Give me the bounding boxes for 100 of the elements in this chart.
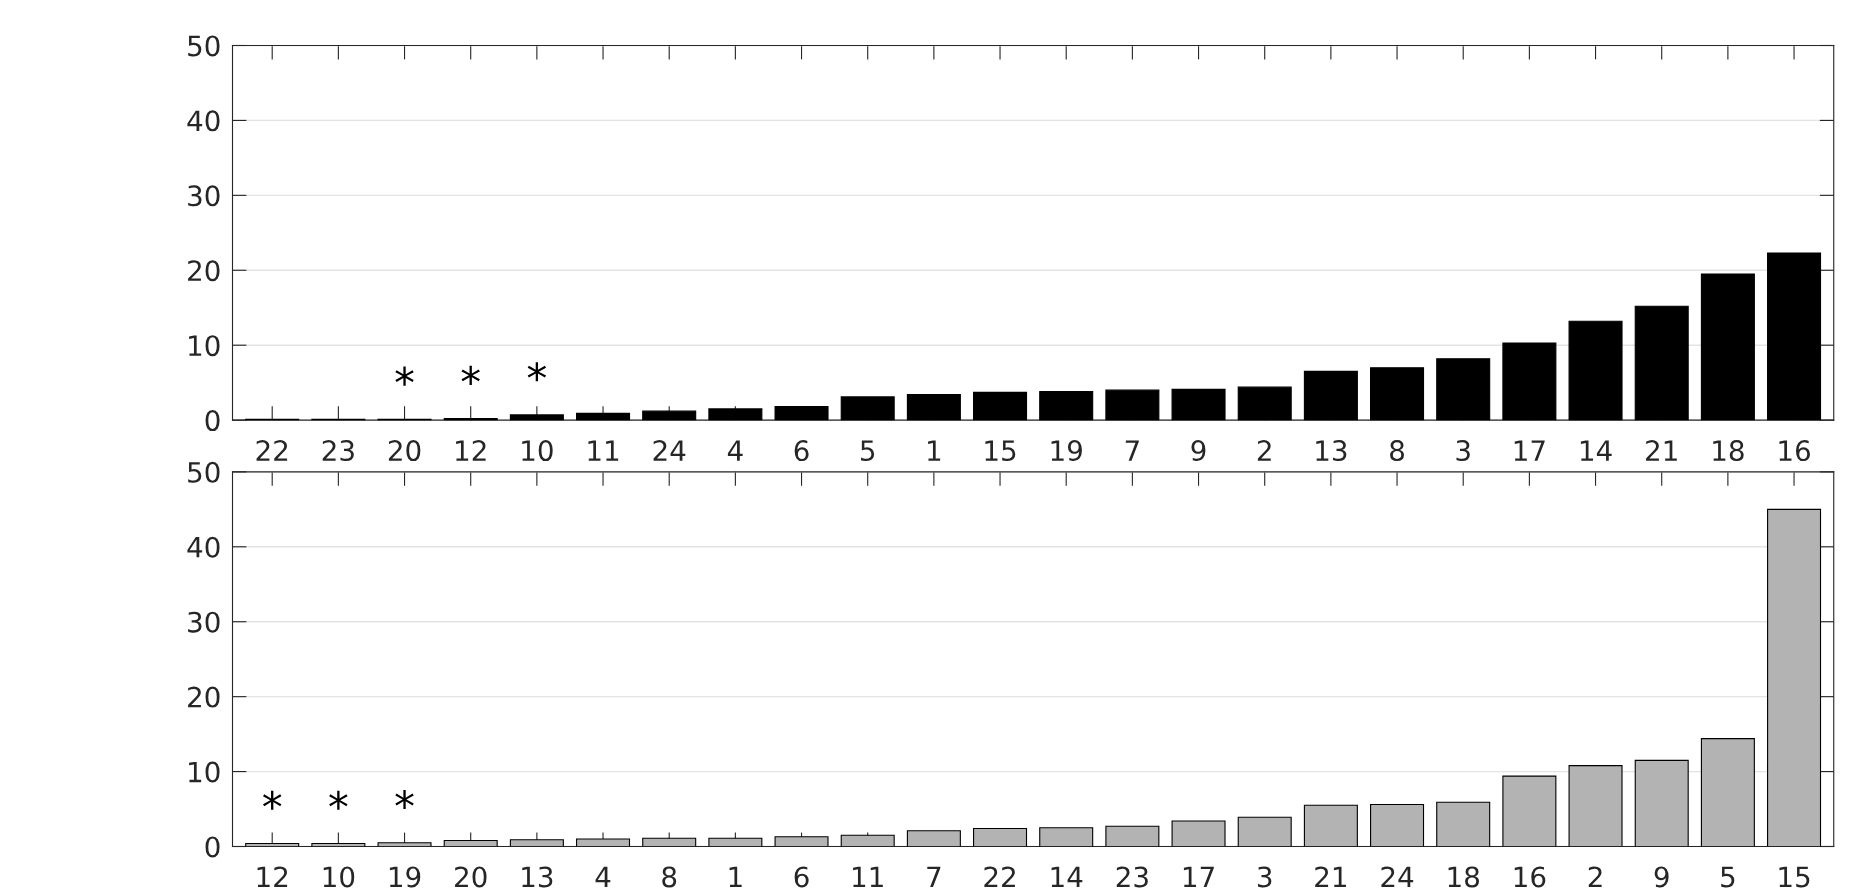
bar [1237,816,1292,847]
x-tick-label: 18 [1448,866,1479,888]
x-tick-label: 14 [1051,866,1083,888]
bar [1634,305,1689,421]
x-tick-label: 11 [588,440,619,461]
x-tick-label: 8 [1390,440,1404,462]
x-tick-label: 20 [388,440,421,462]
bar [906,394,961,421]
x-tick-label: 19 [389,866,421,888]
x-tick-label: 6 [794,866,809,888]
x-tick-label: 17 [1183,866,1214,888]
x-tick-label: 11 [853,866,883,888]
x-tick-label: 15 [1779,866,1810,888]
bar [1502,775,1557,847]
x-tick-label: 13 [1316,440,1347,462]
x-tick-label: 23 [1116,866,1148,888]
x-tick-label: 15 [985,440,1016,462]
x-tick-label: 3 [1456,440,1470,462]
bar [1370,803,1425,847]
x-tick-label: 16 [1779,440,1810,462]
bar [443,839,498,847]
bar [973,827,1028,847]
x-tick-label: 17 [1514,440,1545,461]
x-tick-label: 7 [927,866,941,888]
bar [1039,391,1094,421]
bar [1700,273,1755,421]
x-tick-label: 3 [1257,866,1272,888]
bar [708,408,763,421]
annotation: * [329,790,348,810]
bar [1436,801,1491,847]
bar [1105,825,1160,847]
x-tick-label: 9 [1654,866,1669,888]
x-tick-label: 8 [662,866,677,888]
annotation: * [461,365,480,385]
x-tick-label: 22 [256,440,288,461]
bar [840,834,895,847]
x-tick-label: 14 [1580,440,1612,461]
x-tick-label: 19 [1051,440,1082,462]
bar [1303,804,1358,847]
x-tick-label: 24 [1381,866,1414,888]
annotation: * [527,362,547,382]
x-tick-label: 21 [1315,866,1346,888]
bar [509,414,564,421]
x-tick-label: 18 [1713,440,1744,462]
bar [377,842,432,847]
y-tick-label: 40 [187,536,220,558]
bar [642,837,697,847]
y-tick-label: 30 [188,611,220,633]
bar [1370,367,1425,421]
y-tick-label: 10 [189,761,220,783]
bar [642,410,697,421]
bar [576,412,631,421]
bar [509,839,564,847]
bar [708,837,763,847]
y-tick-label: 0 [205,410,220,432]
bar [1303,370,1358,421]
bar [1436,358,1491,421]
annotation: * [263,790,282,810]
y-tick-label: 20 [188,260,220,282]
bar [840,396,895,421]
x-tick-label: 20 [455,866,487,888]
y-tick-label: 0 [205,836,220,858]
y-tick-label: 20 [188,686,220,708]
x-tick-label: 21 [1646,440,1677,461]
bar [1767,508,1822,847]
bar [1171,820,1226,847]
bar [1237,386,1292,421]
x-tick-label: 6 [794,440,809,462]
x-tick-label: 12 [257,866,288,888]
x-tick-label: 9 [1191,440,1206,462]
x-tick-label: 22 [984,866,1015,888]
x-tick-label: 1 [729,866,742,888]
bar [774,836,829,847]
x-tick-label: 13 [522,866,553,888]
x-tick-label: 2 [1257,440,1271,461]
annotation: * [395,790,414,810]
x-tick-label: 12 [456,440,486,461]
y-tick-label: 40 [187,110,220,132]
bar [906,830,961,847]
bar [576,838,631,847]
x-tick-label: 5 [1721,866,1735,888]
bar [1767,252,1822,421]
bar [1105,389,1160,421]
x-tick-label: 4 [595,866,611,888]
x-tick-label: 5 [861,440,875,462]
x-tick-label: 10 [522,440,553,462]
bar [1700,738,1755,847]
y-tick-label: 30 [188,185,220,207]
bar [973,391,1028,421]
bar [1171,388,1226,421]
y-tick-label: 50 [188,461,220,483]
x-tick-label: 24 [653,440,686,461]
y-tick-label: 50 [188,35,220,57]
bar [1568,320,1623,421]
x-tick-label: 4 [727,440,743,461]
x-tick-label: 10 [323,866,355,888]
bar [1502,342,1557,421]
bar [1634,759,1689,847]
bar [1568,765,1623,847]
x-tick-label: 7 [1125,440,1139,461]
